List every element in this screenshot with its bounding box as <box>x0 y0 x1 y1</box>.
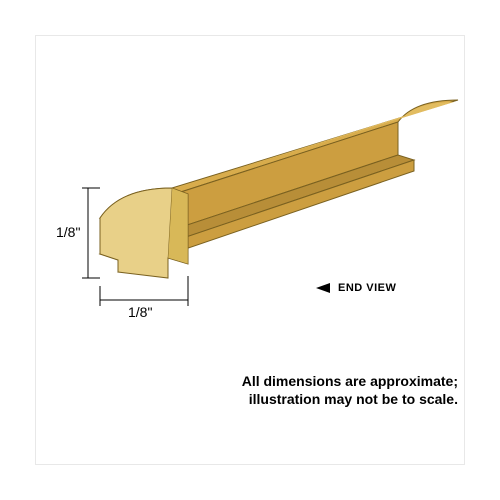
disclaimer-line-1: All dimensions are approximate; <box>242 373 458 389</box>
disclaimer-line-2: illustration may not be to scale. <box>249 391 458 407</box>
end-view-label: END VIEW <box>338 282 396 294</box>
dimension-width-label: 1/8" <box>128 304 152 320</box>
end-view-arrow-icon <box>316 283 330 293</box>
disclaimer-text: All dimensions are approximate; illustra… <box>168 372 458 408</box>
dimension-height-label: 1/8" <box>56 224 80 240</box>
moulding-diagram <box>0 0 500 500</box>
